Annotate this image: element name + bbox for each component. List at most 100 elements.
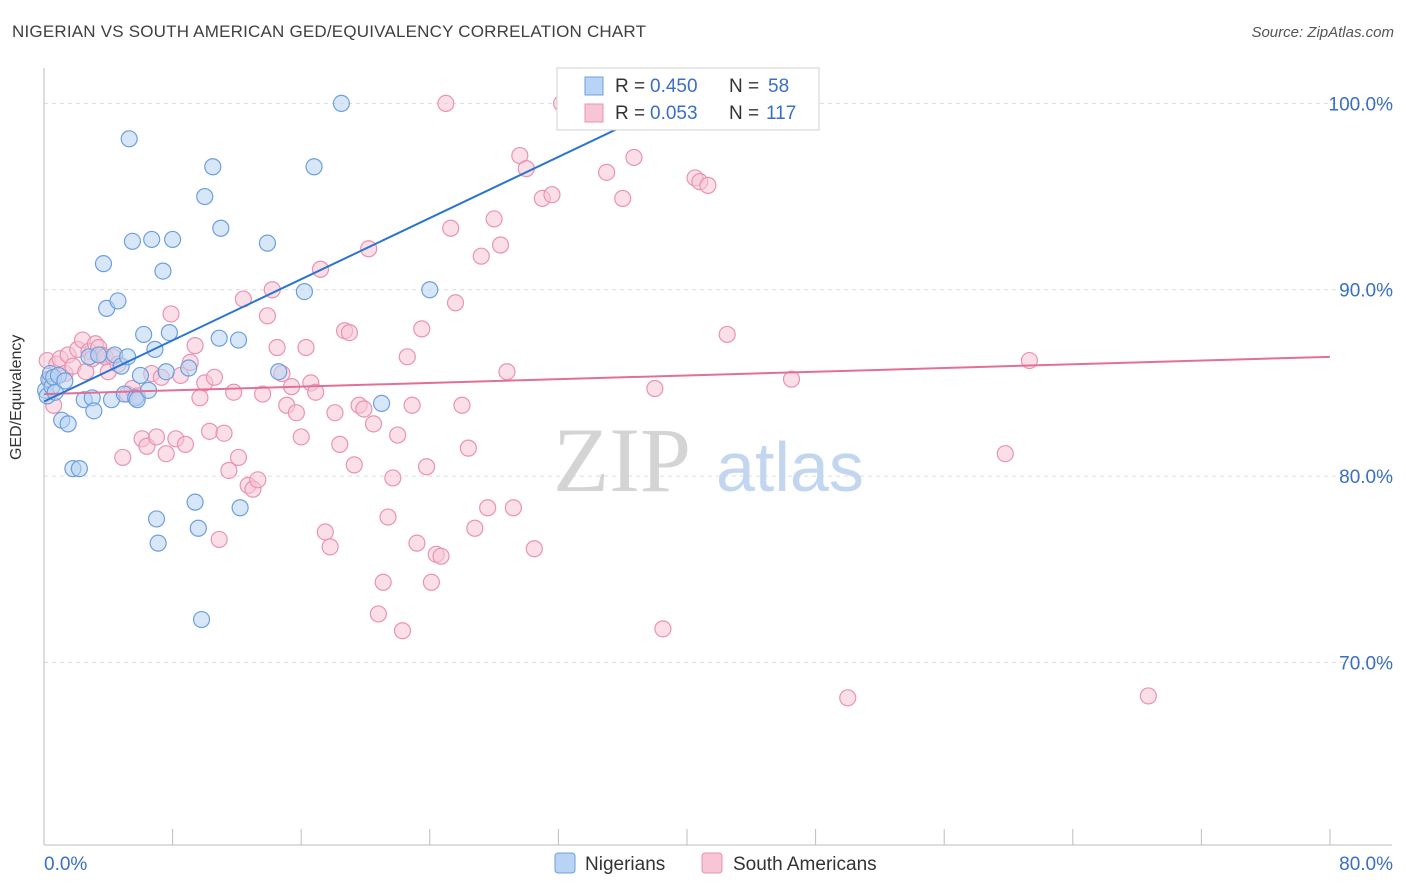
south-american-point bbox=[646, 379, 664, 398]
nigerian-point bbox=[189, 519, 207, 537]
south-american-point bbox=[654, 620, 672, 638]
nigerian-point bbox=[85, 402, 103, 420]
x-tick-labels: 0.0% 80.0% bbox=[44, 854, 1393, 875]
south-american-point bbox=[287, 404, 305, 422]
nigerian-point bbox=[231, 499, 249, 517]
nigerian-point bbox=[120, 130, 138, 148]
south-americans-swatch bbox=[584, 103, 604, 123]
x-tick-label-max: 80.0% bbox=[1339, 854, 1393, 875]
south-american-point bbox=[292, 428, 310, 446]
n-value-2: 117 bbox=[766, 103, 796, 124]
south-american-point bbox=[699, 176, 717, 194]
nigerian-point bbox=[149, 534, 167, 552]
south-american-point bbox=[432, 547, 450, 565]
grid-lines bbox=[44, 102, 1392, 663]
south-american-point bbox=[393, 622, 412, 640]
south-americans-trend-line bbox=[43, 355, 1331, 396]
nigerian-point bbox=[229, 331, 248, 349]
nigerian-point bbox=[157, 363, 175, 381]
south-american-point bbox=[598, 163, 616, 181]
nigerians-trend-line bbox=[43, 102, 672, 403]
south-american-point bbox=[210, 530, 228, 549]
axes bbox=[43, 68, 1392, 846]
nigerian-point bbox=[192, 610, 211, 629]
south-american-point bbox=[1139, 687, 1157, 705]
nigerians-points bbox=[37, 94, 439, 629]
south-american-point bbox=[782, 370, 801, 388]
nigerian-point bbox=[70, 460, 88, 478]
south-american-point bbox=[220, 461, 238, 480]
nigerian-point bbox=[160, 323, 178, 342]
south-american-point bbox=[316, 523, 334, 541]
south-american-point bbox=[498, 363, 516, 381]
south-american-point bbox=[442, 219, 460, 237]
south-american-point bbox=[408, 534, 426, 552]
south-american-point bbox=[331, 435, 349, 453]
south-american-point bbox=[297, 338, 315, 357]
y-tick-label: 80.0% bbox=[1339, 467, 1393, 488]
r-value-2: 0.053 bbox=[650, 103, 698, 124]
nigerian-point bbox=[186, 493, 204, 511]
nigerian-point bbox=[196, 187, 214, 206]
legend-south-americans-label: South Americans bbox=[733, 854, 877, 875]
nigerian-point bbox=[147, 510, 166, 528]
south-american-point bbox=[225, 383, 243, 401]
nigerian-point bbox=[131, 366, 150, 385]
south-american-point bbox=[403, 396, 421, 414]
south-american-point bbox=[398, 348, 416, 366]
south-american-point bbox=[157, 445, 175, 463]
south-american-point bbox=[485, 210, 503, 228]
south-american-point bbox=[205, 368, 223, 386]
nigerian-point bbox=[94, 255, 113, 273]
south-american-point bbox=[996, 445, 1014, 463]
south-american-point bbox=[504, 499, 522, 517]
n-label-1: N = bbox=[729, 76, 759, 97]
n-label-2: N = bbox=[729, 103, 759, 124]
south-american-point bbox=[229, 448, 248, 467]
south-american-point bbox=[389, 426, 407, 444]
south-american-point bbox=[114, 448, 132, 467]
nigerian-point bbox=[212, 219, 230, 237]
nigerian-point bbox=[332, 94, 350, 113]
watermark-zip: ZIP bbox=[553, 409, 691, 511]
south-american-point bbox=[379, 508, 397, 526]
south-american-point bbox=[718, 325, 736, 344]
south-american-point bbox=[355, 400, 373, 418]
south-american-point bbox=[625, 148, 643, 167]
south-american-point bbox=[437, 94, 455, 113]
stats-legend: R = 0.450 N = 58 R = 0.053 N = 117 bbox=[556, 67, 820, 131]
south-american-point bbox=[459, 439, 477, 457]
south-american-point bbox=[162, 305, 180, 323]
south-american-point bbox=[326, 404, 344, 422]
south-american-point bbox=[186, 337, 204, 355]
south-american-point bbox=[191, 389, 209, 407]
nigerian-point bbox=[59, 415, 77, 433]
south-american-point bbox=[491, 236, 510, 254]
south-american-point bbox=[466, 519, 484, 537]
chart-title: NIGERIAN VS SOUTH AMERICAN GED/EQUIVALEN… bbox=[12, 22, 647, 41]
nigerian-point bbox=[143, 230, 161, 249]
south-american-point bbox=[472, 247, 490, 265]
nigerian-point bbox=[305, 158, 323, 176]
source-label: Source: ZipAtlas.com bbox=[1251, 24, 1394, 41]
south-american-point bbox=[417, 458, 436, 476]
nigerian-point bbox=[270, 363, 288, 381]
nigerian-point bbox=[258, 234, 277, 252]
nigerian-point bbox=[56, 372, 74, 390]
nigerian-point bbox=[180, 359, 198, 377]
nigerian-point bbox=[123, 232, 142, 250]
south-american-point bbox=[413, 320, 431, 338]
south-american-point bbox=[268, 338, 286, 357]
nigerian-point bbox=[372, 394, 391, 412]
nigerian-point bbox=[164, 230, 182, 249]
x-tick-label-min: 0.0% bbox=[44, 854, 87, 875]
nigerian-point bbox=[135, 325, 153, 344]
r-value-1: 0.450 bbox=[650, 76, 698, 97]
south-american-point bbox=[176, 435, 195, 453]
y-tick-label: 90.0% bbox=[1339, 281, 1393, 302]
trend-lines bbox=[43, 102, 1331, 403]
south-american-point bbox=[525, 540, 543, 558]
r-label-2: R = bbox=[615, 103, 645, 124]
nigerian-point bbox=[109, 292, 127, 310]
south-american-point bbox=[307, 383, 325, 401]
